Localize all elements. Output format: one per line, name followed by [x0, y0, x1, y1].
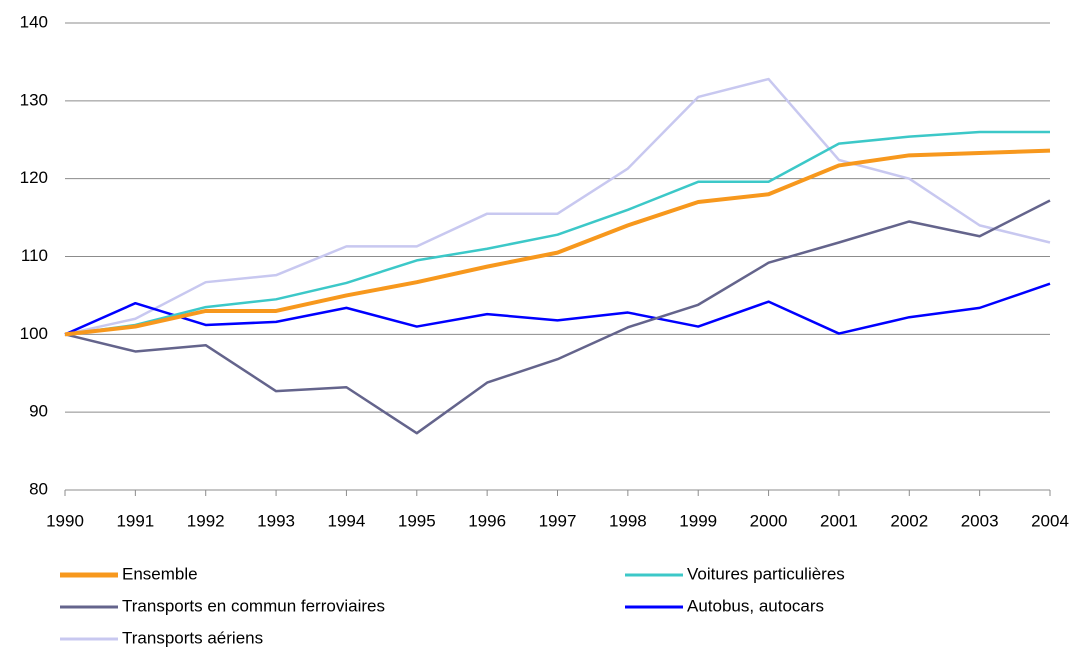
- x-tick-label: 1991: [116, 511, 154, 530]
- legend-label: Transports en commun ferroviaires: [122, 596, 385, 615]
- x-tick-label: 1995: [398, 511, 436, 530]
- series-line: [64, 130, 1050, 336]
- x-tick-label: 1998: [609, 511, 647, 530]
- x-tick-label: 1994: [328, 511, 366, 530]
- y-tick-label: 120: [20, 168, 48, 187]
- x-tick-label: 2002: [890, 511, 928, 530]
- y-tick-label: 100: [20, 324, 48, 343]
- y-tick-label: 110: [21, 246, 48, 265]
- series-line: [64, 77, 1051, 336]
- x-tick-label: 1996: [468, 511, 506, 530]
- legend-label: Autobus, autocars: [687, 596, 824, 615]
- x-tick-label: 1993: [257, 511, 295, 530]
- x-tick-label: 2004: [1031, 511, 1069, 530]
- legend-label: Ensemble: [122, 564, 198, 583]
- legend-label: Voitures particulières: [687, 564, 845, 583]
- legend-label: Transports aériens: [122, 628, 263, 647]
- x-tick-label: 1997: [539, 511, 577, 530]
- y-tick-label: 80: [29, 479, 48, 498]
- x-tick-label: 1992: [187, 511, 225, 530]
- series-line: [64, 199, 1051, 435]
- series-line: [64, 148, 1051, 337]
- y-tick-label: 140: [20, 12, 48, 31]
- y-tick-label: 130: [20, 90, 48, 109]
- series-line: [64, 282, 1051, 336]
- x-tick-label: 2003: [961, 511, 999, 530]
- x-tick-label: 1999: [679, 511, 717, 530]
- x-tick-label: 2001: [820, 511, 858, 530]
- y-tick-label: 90: [29, 402, 48, 421]
- x-tick-label: 2000: [750, 511, 788, 530]
- x-tick-label: 1990: [46, 511, 84, 530]
